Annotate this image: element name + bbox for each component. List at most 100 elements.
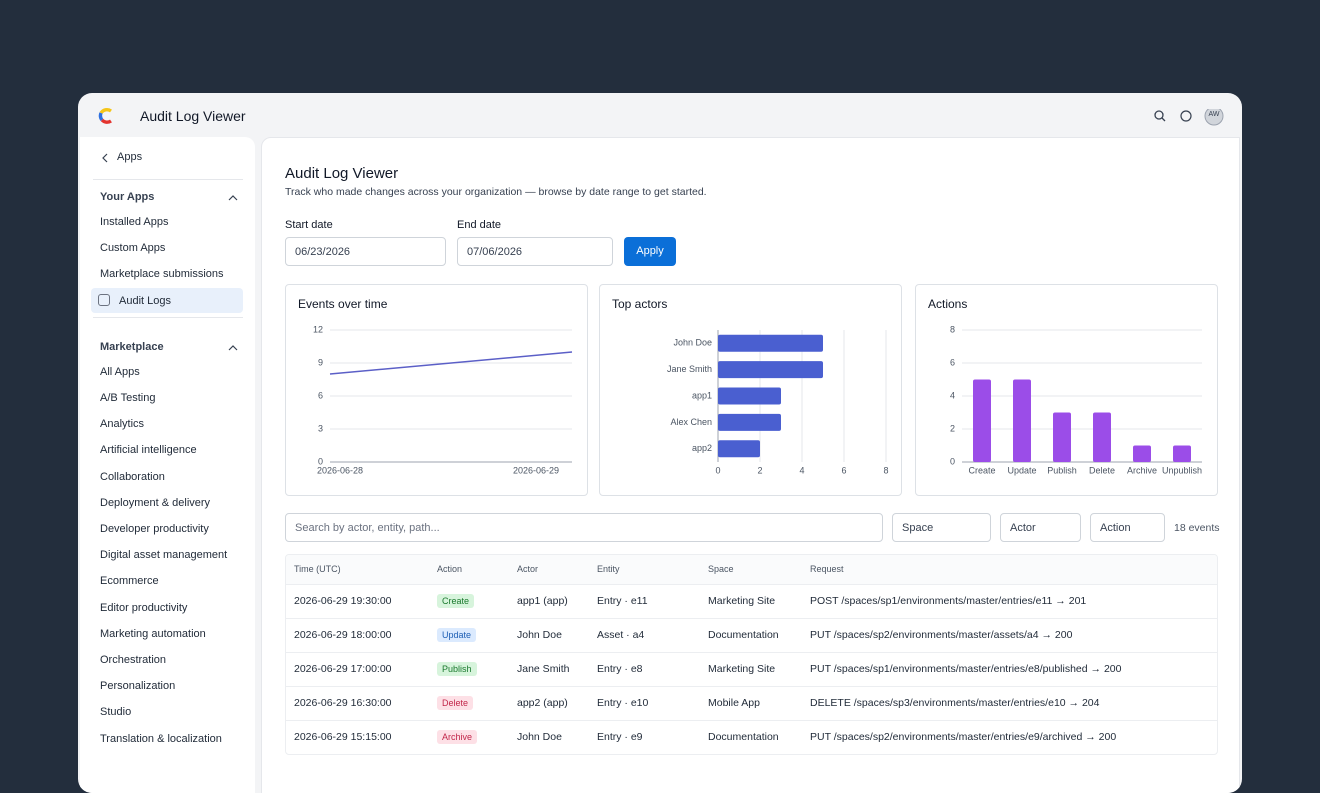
avatar[interactable]: AW xyxy=(1208,111,1220,118)
cell: Create xyxy=(429,583,509,618)
action-select[interactable]: Action xyxy=(1090,513,1165,542)
nav-item[interactable]: Ecommerce xyxy=(100,575,159,588)
nav-item[interactable]: Developer productivity xyxy=(100,523,209,535)
cell: Marketing Site xyxy=(700,583,802,618)
actor-select[interactable]: Actor xyxy=(1000,513,1081,542)
divider xyxy=(93,179,243,180)
y-tick-label: 3 xyxy=(318,423,323,433)
cell: Documentation xyxy=(700,617,802,652)
start-date-input[interactable]: 06/23/2026 xyxy=(285,237,446,266)
nav-item[interactable]: Custom Apps xyxy=(100,242,166,255)
nav-item[interactable]: All Apps xyxy=(100,365,140,378)
bar xyxy=(718,334,823,352)
bar xyxy=(718,440,760,458)
line xyxy=(329,351,573,375)
nav-item[interactable]: Marketing automation xyxy=(100,627,206,640)
page-title: Audit Log Viewer xyxy=(285,165,399,182)
nav-item[interactable]: Editor productivity xyxy=(100,601,188,614)
item-icon xyxy=(98,293,110,306)
logo xyxy=(98,108,112,124)
space-select[interactable]: Space xyxy=(892,513,991,542)
events-table: Time (UTC) Action Actor Entity Space Request … xyxy=(285,554,1218,755)
y-tick-label: 0 xyxy=(318,456,323,466)
nav-item[interactable]: Digital asset management xyxy=(100,549,228,562)
table-row[interactable]: 2026-06-29 15:15:00 Archive John Doe Entry … xyxy=(286,719,1217,754)
end-date-input[interactable]: 07/06/2026 xyxy=(457,237,613,266)
table-row[interactable]: 2026-06-29 18:00:00 Update John Doe Asset ·… xyxy=(286,617,1217,652)
nav-item[interactable]: Analytics xyxy=(100,418,145,431)
end-label: End date xyxy=(457,219,502,231)
column-header: Action xyxy=(429,555,509,584)
screen: Audit Log Viewer AW Apps Your Apps Install… xyxy=(78,93,1242,793)
chart-card: Events over time 0 3 6 9 12 2026-06-28 2026-06-… xyxy=(285,284,588,496)
cell: Delete xyxy=(429,685,509,720)
x-tick-label: Unpublish xyxy=(1162,465,1202,475)
cell: app2 (app) xyxy=(509,685,589,720)
table: Time (UTC) Action Actor Entity Space Request … xyxy=(286,555,1217,754)
nav-item[interactable]: Collaboration xyxy=(100,470,165,483)
nav-item[interactable]: Orchestration xyxy=(100,654,167,666)
nav-item[interactable]: Installed Apps xyxy=(100,216,169,228)
nav-item[interactable]: Personalization xyxy=(100,680,176,693)
back-link[interactable]: Apps xyxy=(117,151,143,163)
section-title[interactable]: Your Apps xyxy=(100,191,155,203)
divider xyxy=(93,316,243,318)
nav-item[interactable]: Audit Logs xyxy=(119,294,171,307)
action-badge: Archive xyxy=(437,730,478,745)
y-tick-label: John Doe xyxy=(673,338,712,348)
apply-button[interactable]: Apply xyxy=(624,237,676,266)
y-tick-label: 6 xyxy=(950,357,955,367)
start-label: Start date xyxy=(285,219,333,231)
search-input[interactable]: Search by actor, entity, path... xyxy=(285,513,883,542)
main-panel: Audit Log Viewer Track who made changes … xyxy=(261,137,1240,793)
table-row[interactable]: 2026-06-29 17:00:00 Publish Jane Smith Entr… xyxy=(286,651,1217,686)
chart: Events over time 0 3 6 9 12 2026-06-28 2026-06-… xyxy=(298,297,573,475)
y-tick-label: 12 xyxy=(313,324,323,334)
cell: John Doe xyxy=(509,617,589,652)
nav-item[interactable]: Deployment & delivery xyxy=(100,496,211,509)
bar xyxy=(718,413,781,431)
nav-item[interactable]: Artificial intelligence xyxy=(100,444,197,457)
cell: PUT /spaces/sp1/environments/master/entr… xyxy=(802,651,1217,686)
event-count: 18 events xyxy=(1174,522,1220,534)
cell: 2026-06-29 19:30:00 xyxy=(286,583,429,618)
x-tick-label: 0 xyxy=(715,465,720,475)
cell: app1 (app) xyxy=(509,583,589,618)
chart-title: Top actors xyxy=(612,297,667,311)
y-tick-label: app1 xyxy=(692,390,712,400)
cell: John Doe xyxy=(509,719,589,754)
x-tick-label: 4 xyxy=(799,465,804,475)
chevron xyxy=(228,344,238,351)
bar xyxy=(1133,445,1151,462)
cell: 2026-06-29 18:00:00 xyxy=(286,617,429,652)
nav-item[interactable]: Translation & localization xyxy=(100,732,222,745)
header-title: Audit Log Viewer xyxy=(140,108,246,124)
cell: Asset · a4 xyxy=(589,617,700,652)
bar xyxy=(718,387,781,405)
x-tick-label: Archive xyxy=(1127,465,1157,475)
action-badge: Update xyxy=(437,628,477,642)
table-row[interactable]: 2026-06-29 19:30:00 Create app1 (app) Entry… xyxy=(286,583,1217,618)
section-title[interactable]: Marketplace xyxy=(100,340,164,353)
chevron xyxy=(102,153,108,163)
cell: PUT /spaces/sp2/environments/master/entr… xyxy=(802,719,1217,754)
chart-card: Actions 0 2 4 6 8 Create Update Publish Delete Arc… xyxy=(915,284,1218,496)
y-tick-label: Alex Chen xyxy=(670,417,712,427)
cell: POST /spaces/sp1/environments/master/ent… xyxy=(802,583,1217,618)
y-tick-label: app2 xyxy=(692,443,712,453)
x-tick-label: Delete xyxy=(1089,465,1115,475)
nav-item[interactable]: Marketplace submissions xyxy=(100,268,224,281)
cell: DELETE /spaces/sp3/environments/master/e… xyxy=(802,685,1217,720)
nav-item[interactable]: A/B Testing xyxy=(100,392,156,404)
x-tick-label: Publish xyxy=(1047,465,1077,475)
cell: Publish xyxy=(429,651,509,686)
cell: 2026-06-29 16:30:00 xyxy=(286,685,429,720)
x-tick-label: 6 xyxy=(841,465,846,475)
page-subtitle: Track who made changes across your organ… xyxy=(285,186,707,198)
cell: Entry · e9 xyxy=(589,719,700,754)
y-tick-label: 4 xyxy=(950,390,955,400)
nav-item[interactable]: Studio xyxy=(100,706,132,719)
table-row[interactable]: 2026-06-29 16:30:00 Delete app2 (app) Entry… xyxy=(286,685,1217,720)
cell: 2026-06-29 17:00:00 xyxy=(286,651,429,686)
header-icons xyxy=(1154,109,1224,126)
